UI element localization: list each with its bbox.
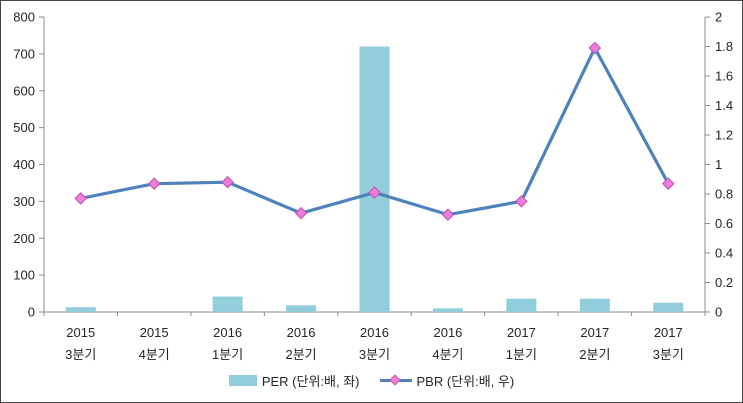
x-axis-label-year: 2017 xyxy=(507,325,536,340)
x-axis-label-quarter: 1분기 xyxy=(212,347,243,362)
x-axis-label-year: 2017 xyxy=(580,325,609,340)
left-axis-tick-label: 0 xyxy=(28,305,35,320)
x-axis-label-quarter: 3분기 xyxy=(653,347,684,362)
right-axis-tick-label: 1.2 xyxy=(715,128,733,143)
left-axis-tick-label: 600 xyxy=(13,83,35,98)
x-axis-label-quarter: 3분기 xyxy=(65,347,96,362)
per-bar xyxy=(65,307,96,312)
pbr-marker-diamond-icon xyxy=(661,177,675,191)
pbr-marker-diamond-icon xyxy=(588,41,602,55)
pbr-marker-diamond-icon xyxy=(294,206,308,220)
x-axis-label-quarter: 4분기 xyxy=(432,347,463,362)
right-axis-tick-label: 0 xyxy=(715,305,722,320)
x-axis-label-year: 2015 xyxy=(66,325,95,340)
x-axis-label-quarter: 2분기 xyxy=(285,347,316,362)
per-bar xyxy=(653,302,684,312)
left-axis-tick-label: 700 xyxy=(13,46,35,61)
legend-item-pbr: PBR (단위:배, 우) xyxy=(379,371,515,390)
left-axis-tick-label: 100 xyxy=(13,268,35,283)
x-axis-label-year: 2016 xyxy=(287,325,316,340)
left-axis-tick-label: 800 xyxy=(13,10,35,25)
per-bar xyxy=(359,46,390,312)
per-legend-swatch xyxy=(228,375,257,386)
left-axis-tick-label: 300 xyxy=(13,194,35,209)
x-axis-label-quarter: 4분기 xyxy=(139,347,170,362)
per-bar xyxy=(432,308,463,312)
pbr-marker-diamond-icon xyxy=(221,175,234,189)
pbr-legend-diamond-icon xyxy=(388,373,401,386)
pbr-marker-diamond-icon xyxy=(74,192,88,205)
right-axis-tick-label: 2 xyxy=(715,10,722,25)
left-axis-tick-label: 200 xyxy=(13,231,35,246)
pbr-marker-diamond-icon xyxy=(515,195,528,208)
right-axis-tick-label: 0.6 xyxy=(715,216,733,231)
right-axis-tick-label: 1.4 xyxy=(715,98,733,113)
pbr-legend-label: PBR (단위:배, 우) xyxy=(416,374,515,389)
per-legend-label: PER (단위:배, 좌) xyxy=(261,374,360,389)
x-axis-label-quarter: 3분기 xyxy=(359,347,390,362)
per-bar xyxy=(286,305,317,312)
x-axis-label-quarter: 1분기 xyxy=(506,347,537,362)
legend-item-per: PER (단위:배, 좌) xyxy=(228,371,360,390)
x-axis-label-quarter: 2분기 xyxy=(579,347,610,362)
chart-legend: PER (단위:배, 좌) PBR (단위:배, 우) xyxy=(1,371,742,390)
per-bar xyxy=(579,298,610,312)
x-axis-label-year: 2016 xyxy=(360,325,389,340)
right-axis-tick-label: 1.8 xyxy=(715,39,733,54)
left-axis-tick-label: 500 xyxy=(13,120,35,135)
per-bar xyxy=(212,296,243,312)
x-axis-label-year: 2016 xyxy=(213,325,242,340)
pbr-legend-swatch xyxy=(379,373,412,388)
right-axis-tick-label: 1 xyxy=(715,157,722,172)
pbr-marker-diamond-icon xyxy=(441,208,455,221)
per-bar xyxy=(506,298,537,312)
pbr-marker-diamond-icon xyxy=(147,177,161,191)
right-axis-tick-label: 0.8 xyxy=(715,187,733,202)
x-axis-label-year: 2015 xyxy=(140,325,169,340)
x-axis-label-year: 2017 xyxy=(654,325,683,340)
right-axis-tick-label: 1.6 xyxy=(715,69,733,84)
right-axis-tick-label: 0.2 xyxy=(715,275,733,290)
left-axis-tick-label: 400 xyxy=(13,157,35,172)
pbr-marker-diamond-icon xyxy=(368,186,381,199)
x-axis-label-year: 2016 xyxy=(433,325,462,340)
right-axis-tick-label: 0.4 xyxy=(715,246,733,261)
